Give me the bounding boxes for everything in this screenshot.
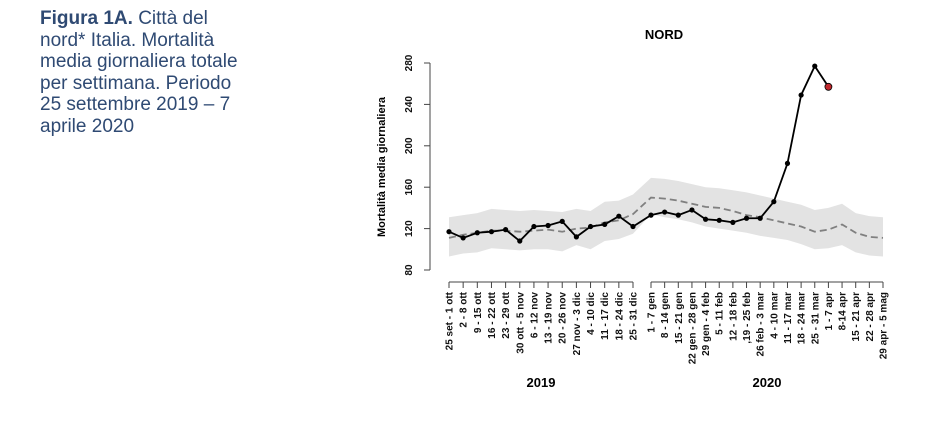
observed-point: [757, 215, 763, 221]
observed-point: [517, 238, 523, 244]
year-label: 2020: [753, 375, 782, 390]
x-tick-label: 5 - 11 feb: [715, 292, 726, 335]
x-tick-label: 11 - 17 dic: [600, 292, 611, 340]
observed-point: [587, 223, 594, 230]
y-axis: 80 120 160 200 240 280: [404, 54, 431, 276]
x-tick-label: 11 - 17 mar: [783, 292, 794, 344]
observed-line: [448, 64, 830, 243]
observed-point: [488, 229, 495, 235]
observed-point-latest: [824, 82, 833, 91]
x-tick-label: 20 - 26 nov: [558, 292, 569, 344]
x-tick-label: 9 - 15 ott: [473, 291, 484, 333]
x-tick-label: 22 gen - 28 gen: [687, 292, 698, 364]
observed-point: [573, 234, 579, 240]
observed-point: [559, 218, 565, 224]
x-tick-label: ,19 - 25 feb: [742, 292, 753, 344]
observed-point: [716, 217, 722, 223]
observed-point: [702, 216, 709, 222]
observed-point: [446, 229, 452, 235]
y-tick-label: 120: [404, 220, 415, 237]
x-tick-label: 25 - 31 dic: [629, 292, 640, 341]
x-tick-label: 16 - 22 ott: [487, 291, 498, 338]
figure-caption: Figura 1A. Città del nord* Italia. Morta…: [40, 8, 240, 137]
observed-point: [474, 230, 480, 236]
figure-label: Figura 1A.: [40, 8, 133, 29]
observed-point: [743, 215, 750, 221]
x-tick-label: 18 - 24 dic: [614, 292, 625, 341]
observed-point: [771, 199, 777, 205]
x-tick-label: 15 - 21 apr: [851, 292, 862, 342]
observed-point: [602, 221, 608, 228]
x-tick-label: 23 - 29 ott: [501, 291, 512, 338]
chart-title: NORD: [645, 27, 683, 42]
x-tick-label: 6 - 12 nov: [529, 292, 540, 339]
x-tick-label: 13 - 19 nov: [544, 292, 555, 344]
x-tick-label: 30 ott - 5 nov: [515, 292, 526, 354]
observed-point: [648, 212, 654, 218]
observed-point: [675, 212, 681, 218]
expected-dashed-line: [448, 196, 884, 239]
y-tick-label: 200: [404, 137, 415, 154]
y-tick-label: 160: [404, 178, 415, 195]
confidence-band-area: [449, 177, 883, 257]
x-tick-label: 2 - 8 ott: [459, 291, 470, 327]
x-tick-label: 26 feb - 3 mar: [756, 292, 767, 357]
x-tick-label: 1 - 7 apr: [824, 292, 835, 330]
observed-point: [503, 227, 509, 233]
x-tick-label: 4 - 10 mar: [769, 292, 780, 339]
y-axis-label: Mortalità media giornaliera: [376, 96, 388, 237]
x-tick-label: 27 nov - 3 dic: [572, 292, 583, 356]
observed-point: [689, 207, 695, 213]
x-tick-label: 25 set - 1 ott: [445, 291, 456, 350]
observed-point: [662, 209, 668, 215]
expected-line: [448, 196, 884, 239]
observed-point: [812, 63, 818, 69]
observed-point: [460, 235, 466, 241]
y-tick-label: 280: [404, 54, 415, 71]
y-tick-label: 240: [404, 96, 415, 113]
observed-point: [531, 223, 537, 230]
x-tick-label: 1 - 7 gen: [647, 292, 658, 333]
x-axis: 25 set - 1 ott 2 - 8 ott 9 - 15 ott 16 - 22…: [445, 281, 890, 390]
x-tick-label: 8 - 14 gen: [660, 292, 671, 338]
observed-point: [545, 222, 551, 229]
observed-point: [798, 92, 804, 98]
x-tick-label: 25 - 31 mar: [810, 292, 821, 344]
year-label: 2019: [527, 375, 556, 390]
x-tick-label: 12 - 18 feb: [728, 292, 739, 341]
x-tick-label: 4 - 10 dic: [586, 292, 597, 335]
x-tick-label: 15 - 21 gen: [674, 292, 685, 344]
observed-point: [616, 213, 622, 219]
confidence-band: [449, 177, 883, 257]
observed-point: [730, 219, 736, 225]
x-tick-label: 18 - 24 mar: [797, 292, 808, 344]
observed-series: [446, 63, 833, 244]
observed-point: [630, 223, 636, 230]
figure-caption-text: Città del nord* Italia. Mortalità media …: [40, 8, 238, 137]
x-tick-label: 8-14 apr: [838, 292, 849, 330]
observed-point: [784, 160, 791, 166]
x-tick-label: 29 gen - 4 feb: [701, 292, 712, 356]
x-tick-label: 29 apr - 5 mag: [879, 292, 890, 359]
x-tick-label: 22 - 28 apr: [865, 292, 876, 342]
y-tick-label: 80: [404, 264, 415, 276]
